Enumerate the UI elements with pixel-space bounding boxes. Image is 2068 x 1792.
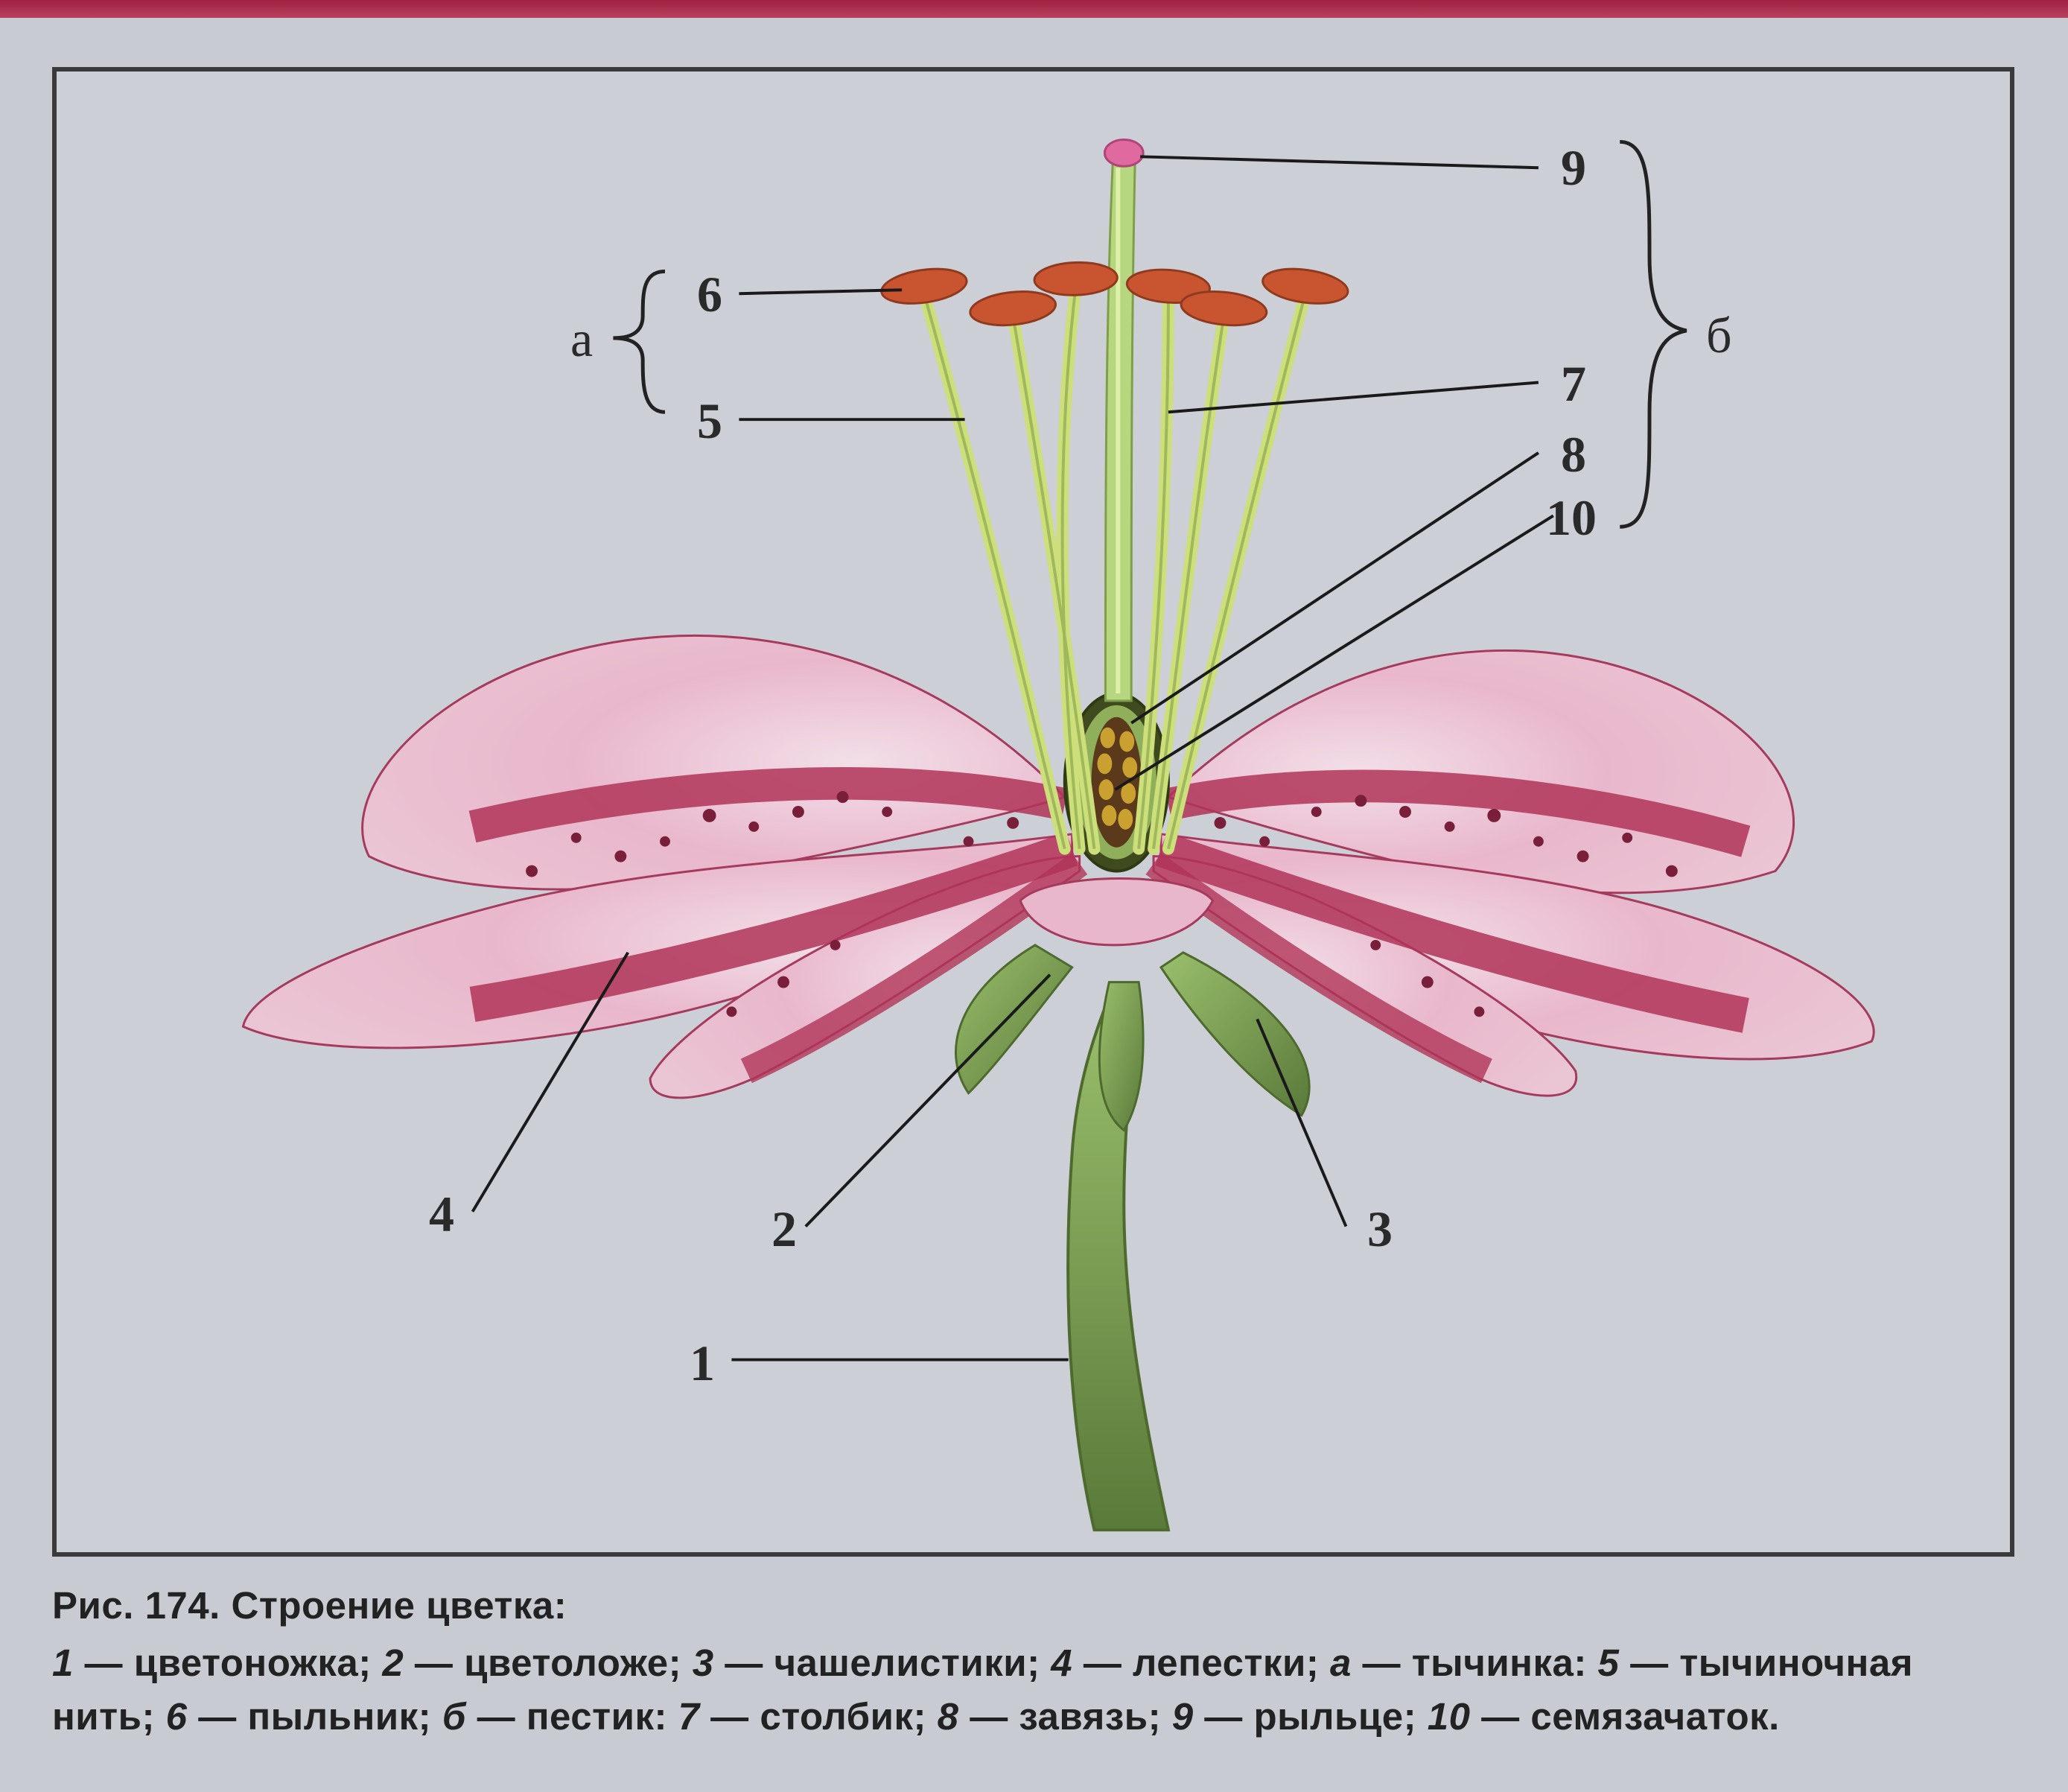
page-top-accent [0,0,2068,18]
legend-num: 1 [52,1642,74,1684]
legend-num: а [1330,1642,1352,1684]
figure-frame: 1 2 3 4 5 6 7 8 9 10 а б [52,67,2014,1557]
legend-num: 6 [166,1695,188,1738]
legend-text: цветоложе [464,1642,668,1684]
label-5: 5 [697,395,722,446]
legend-text: пестик [526,1695,655,1738]
legend-num: 2 [382,1642,404,1684]
label-3: 3 [1367,1204,1393,1254]
legend-num: 5 [1598,1642,1620,1684]
label-a: а [570,310,593,369]
legend-num: 10 [1428,1695,1471,1738]
label-6: 6 [697,269,722,320]
label-2: 2 [771,1204,797,1254]
legend-num: 9 [1172,1695,1194,1738]
legend-num: 8 [938,1695,959,1738]
legend-num: 4 [1051,1642,1072,1684]
legend-text: столбик [760,1695,913,1738]
legend-num: 3 [693,1642,714,1684]
figure-caption: Рис. 174. Строение цветка: 1 — цветоножк… [52,1579,2014,1743]
legend-text: чашелистики [774,1642,1027,1684]
legend-text: тычинка [1412,1642,1574,1684]
label-8: 8 [1561,429,1586,480]
legend-text: рыльце [1253,1695,1403,1738]
label-9: 9 [1561,142,1586,193]
legend-num: 7 [678,1695,700,1738]
legend-text: пыльник [247,1695,418,1738]
flower-diagram [57,72,2010,1552]
legend-text: завязь [1019,1695,1148,1738]
legend-num: б [442,1695,466,1738]
caption-legend: 1 — цветоножка; 2 — цветоложе; 3 — чашел… [52,1636,2014,1743]
caption-title: Строение цветка: [232,1584,567,1627]
label-7: 7 [1561,358,1586,409]
label-b: б [1706,306,1732,365]
label-1: 1 [690,1338,715,1388]
legend-text: цветоножка [134,1642,359,1684]
caption-prefix: Рис. 174. [52,1584,220,1627]
legend-text: лепестки [1133,1642,1306,1684]
label-4: 4 [429,1189,454,1239]
legend-text: семязачаток [1530,1695,1769,1738]
page: 1 2 3 4 5 6 7 8 9 10 а б Рис. 174. Строе… [0,0,2068,1792]
label-10: 10 [1546,492,1597,543]
